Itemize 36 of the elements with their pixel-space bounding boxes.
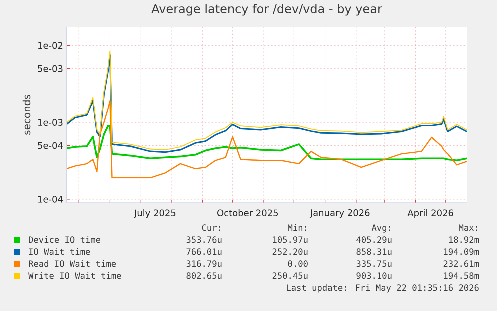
text: 250.45u [272,272,308,280]
text: Cur: [202,224,220,232]
text: 335.75u [356,260,392,268]
text: 903.10u [356,272,392,280]
chart-title: Average latency for /dev/vda - by year [152,4,382,16]
x-tick-label: January 2026 [310,210,370,218]
text: Avg: [372,224,390,233]
legend-label: Read IO Wait time [29,260,116,268]
text: 802.65u [186,272,222,280]
text: 0.00 [288,260,308,268]
text: 353.76u [186,236,222,244]
x-tick-label: July 2025 [134,210,176,218]
text: 194.58m [444,272,480,280]
text: 858.31u [356,248,392,256]
text: Max: [459,224,478,232]
text: 105.97u [273,236,308,244]
text: Min: [288,224,306,231]
x-tick-label: October 2025 [218,210,278,216]
y-tick-label: 1e-02 [38,42,63,50]
text: 18.92m [449,236,480,244]
y-tick-label: 5e-03 [38,65,63,72]
y-tick-label: 1e-03 [38,119,63,126]
text: 194.09m [444,248,480,256]
text: 405.29u [356,236,392,244]
y-axis-title: seconds [22,95,31,135]
legend-label: IO Wait time [29,248,90,256]
text: 766.01u [186,248,222,256]
x-tick-label: April 2026 [408,210,454,218]
text: 316.79u [186,260,222,268]
legend-label: Write IO Wait time [28,272,122,280]
text: 232.61m [444,260,480,268]
y-tick-label: 5e-04 [38,142,63,150]
text: 252.20u [272,248,308,256]
legend-label: Device IO time [29,236,101,244]
text: Last update: Fri May 22 01:35:16 2026 [287,284,479,293]
y-tick-label: 1e-04 [38,196,63,203]
